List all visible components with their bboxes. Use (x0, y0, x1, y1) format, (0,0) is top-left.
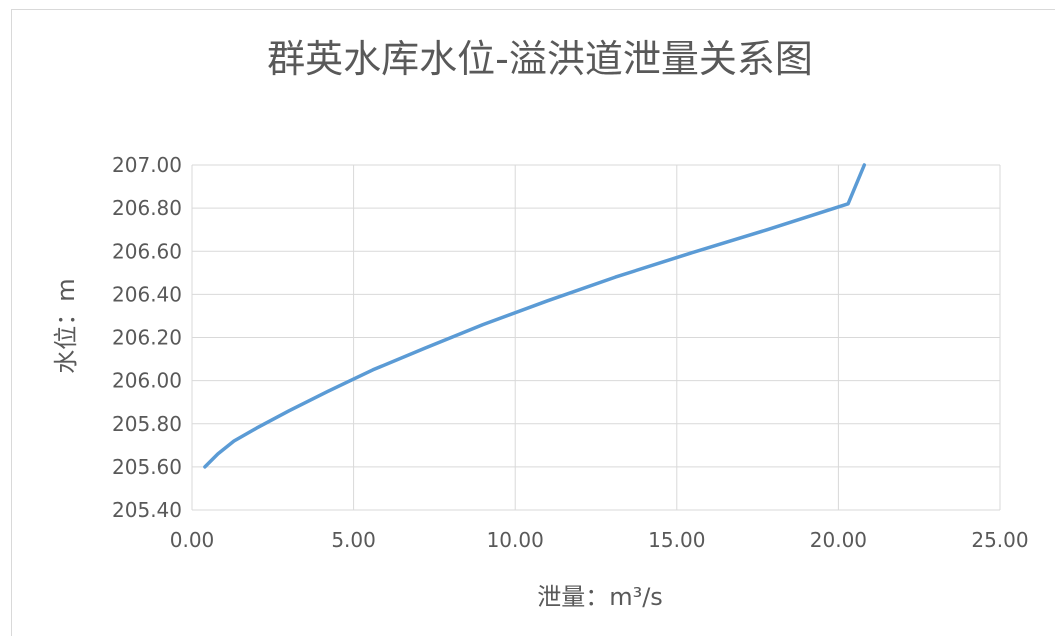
x-tick-label: 25.00 (971, 528, 1028, 552)
x-tick-label: 5.00 (331, 528, 376, 552)
x-tick-label: 0.00 (170, 528, 215, 552)
y-tick-label: 205.80 (112, 412, 182, 436)
x-tick-label: 20.00 (810, 528, 867, 552)
x-tick-label: 15.00 (648, 528, 705, 552)
y-tick-label: 206.80 (112, 196, 182, 220)
y-axis-title: 水位：m (52, 278, 80, 373)
y-tick-label: 206.40 (112, 282, 182, 306)
series-line (203, 163, 867, 469)
chart-area: 群英水库水位-溢洪道泄量关系图 205.40 205.60 205.80 206.00… (11, 9, 1055, 636)
x-axis-title: 泄量：m³/s (537, 583, 663, 611)
y-tick-label: 206.00 (112, 369, 182, 393)
grid-lines (191, 164, 1001, 511)
chart-title: 群英水库水位-溢洪道泄量关系图 (267, 37, 813, 81)
y-tick-label: 205.40 (112, 498, 182, 522)
y-tick-label: 207.00 (112, 153, 182, 177)
y-tick-label: 205.60 (112, 455, 182, 479)
y-tick-label: 206.20 (112, 326, 182, 350)
y-axis-ticks: 205.40 205.60 205.80 206.00 206.20 206.40 206.… (112, 153, 182, 522)
x-axis-ticks: 0.00 5.00 10.00 15.00 20.00 25.00 (170, 528, 1029, 552)
x-tick-label: 10.00 (487, 528, 544, 552)
y-tick-label: 206.60 (112, 239, 182, 263)
chart-svg: 群英水库水位-溢洪道泄量关系图 205.40 205.60 205.80 206.00… (52, 37, 1029, 611)
